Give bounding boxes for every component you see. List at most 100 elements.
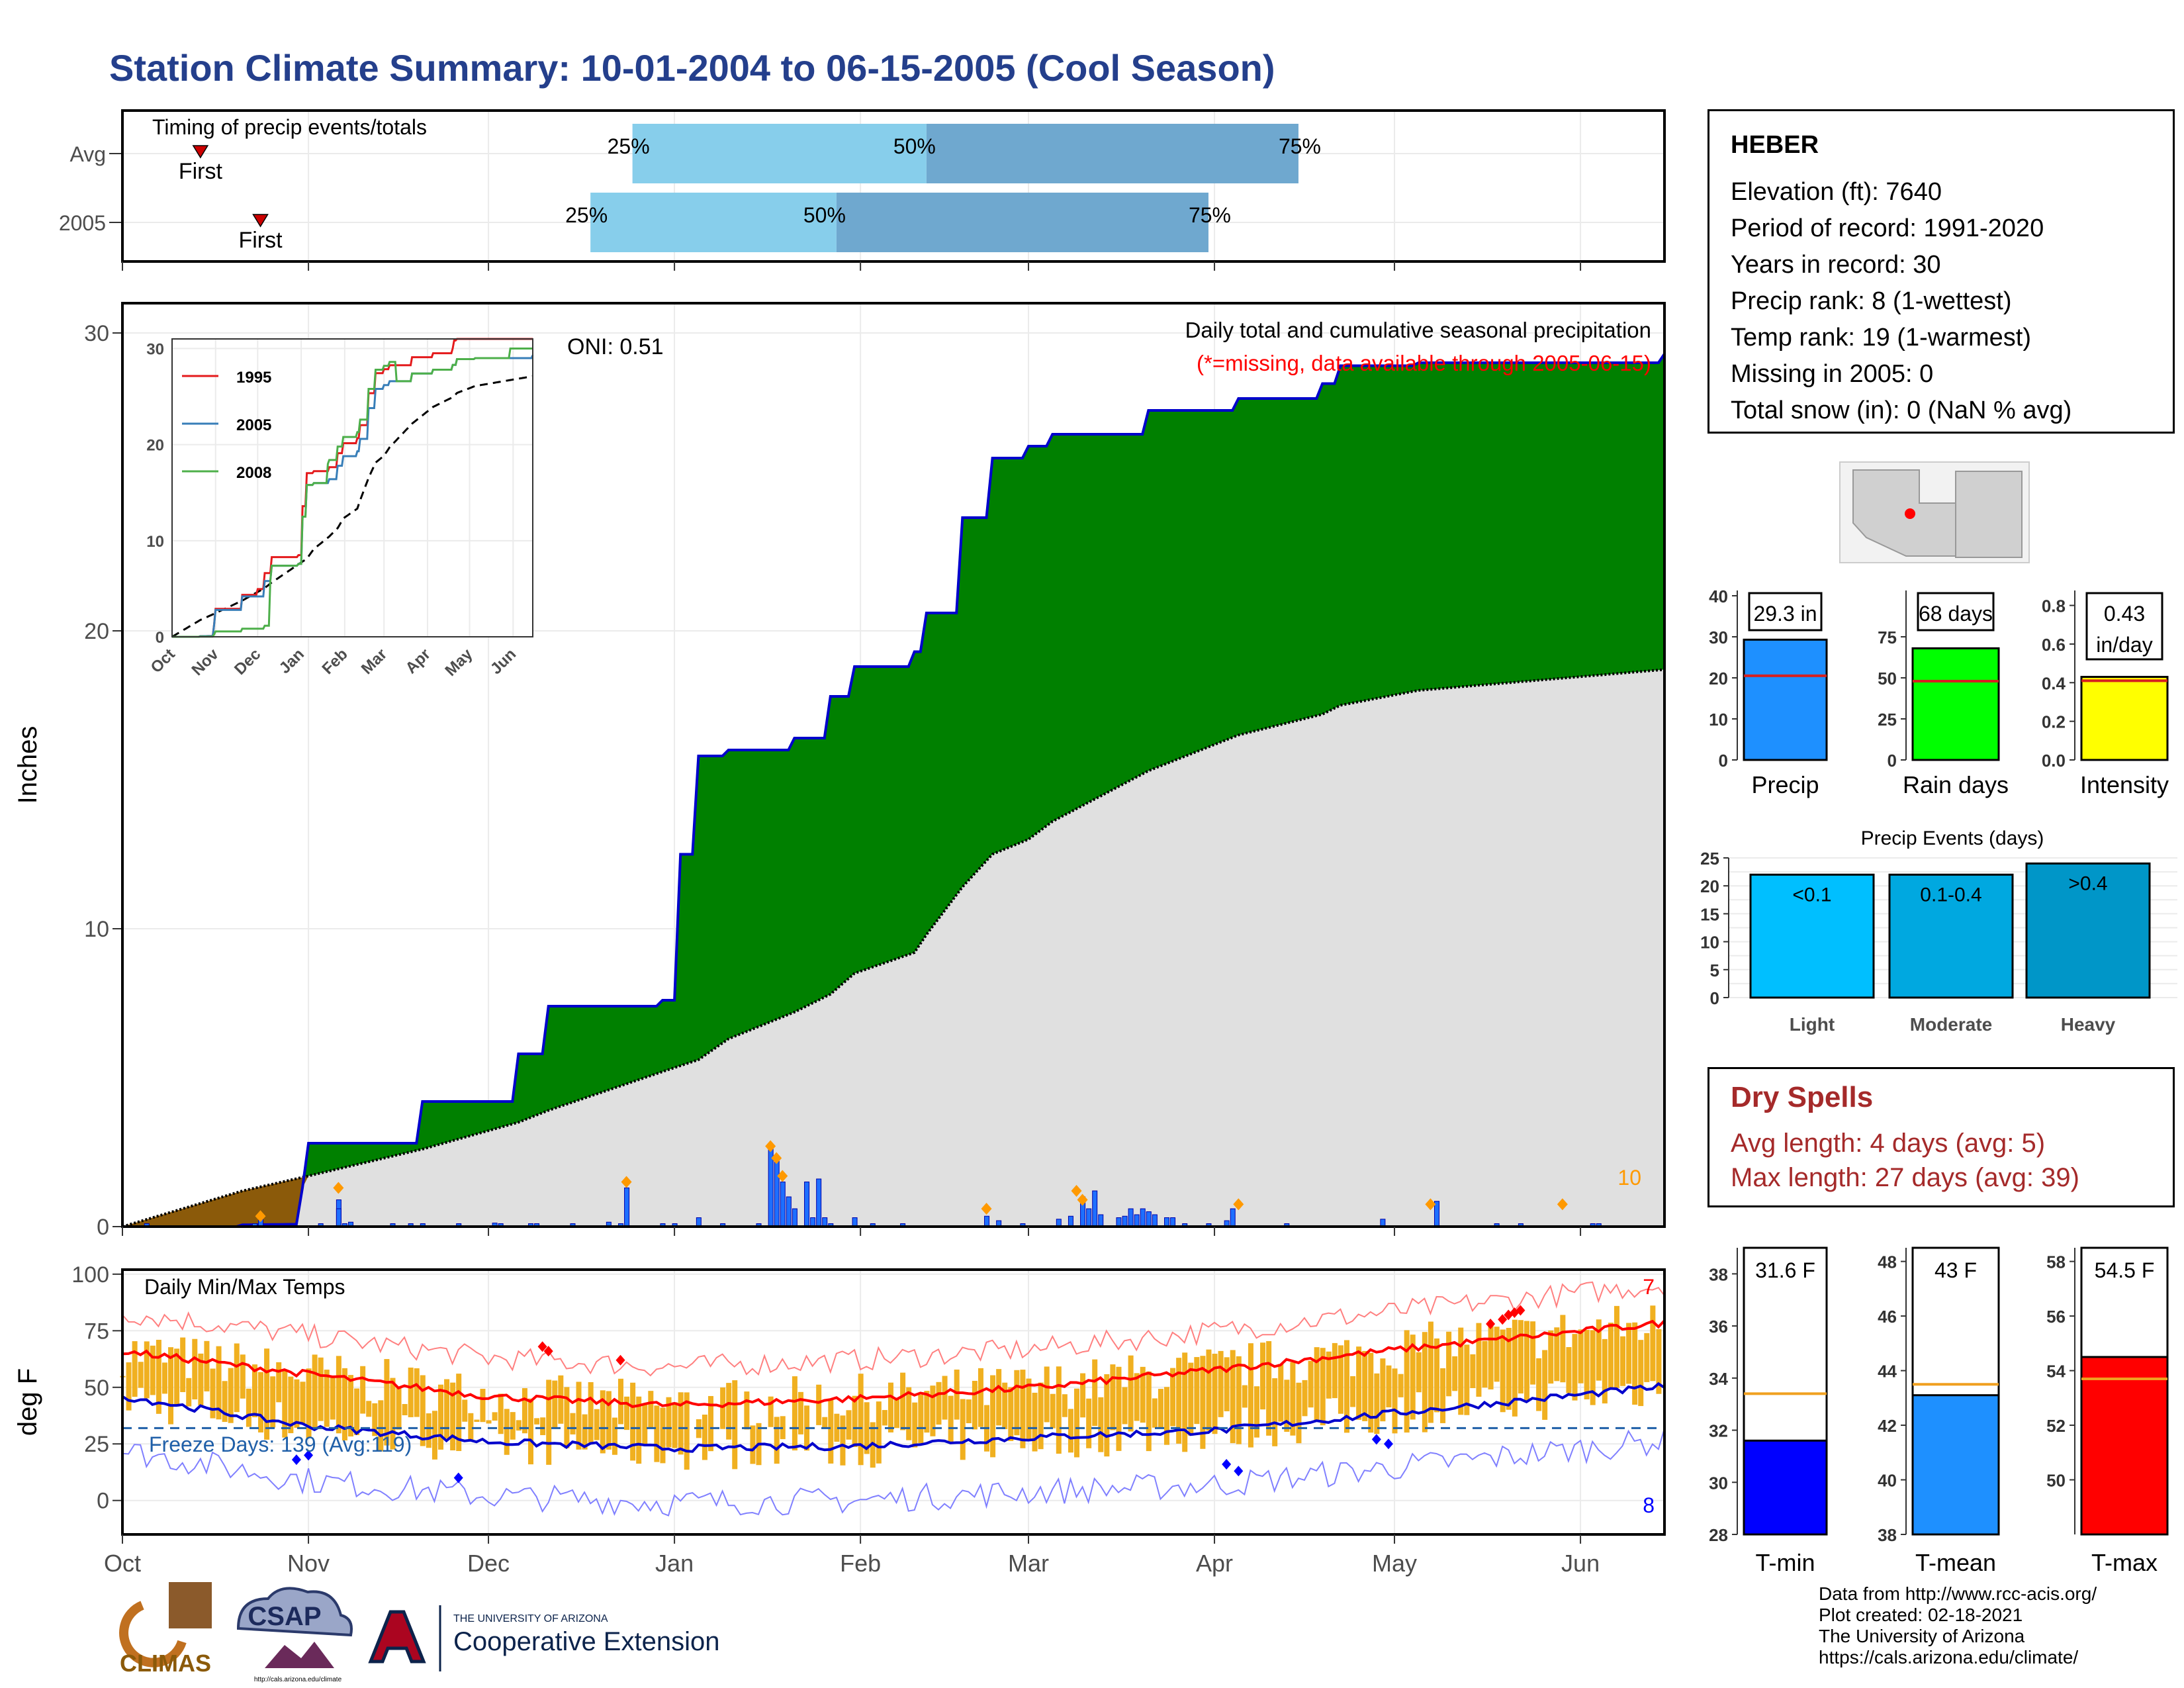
daily-temp-bar xyxy=(264,1348,270,1440)
station-info-box: HEBER Elevation (ft): 7640 Period of rec… xyxy=(1707,109,2175,434)
summary-tick-label: 30 xyxy=(1709,628,1728,647)
daily-temp-bar xyxy=(492,1412,498,1421)
precip-event-bar xyxy=(1749,873,1875,999)
daily-temp-bar xyxy=(522,1388,527,1434)
daily-temp-bar xyxy=(834,1413,840,1442)
daily-precip-bar xyxy=(1164,1217,1170,1227)
daily-temp-bar xyxy=(1068,1409,1073,1453)
ua-line1-text: THE UNIVERSITY OF ARIZONA xyxy=(453,1613,608,1624)
precip-flag-marker xyxy=(1557,1198,1568,1211)
daily-temp-bar xyxy=(1134,1373,1140,1421)
summary-value-box xyxy=(1917,592,1995,632)
summary-value-text: in/day xyxy=(2096,633,2152,657)
daily-temp-bar xyxy=(918,1394,924,1444)
daily-temp-bar xyxy=(216,1346,222,1420)
daily-temp-bar xyxy=(630,1382,636,1461)
daily-temp-bar xyxy=(1080,1373,1086,1418)
daily-temp-bar xyxy=(498,1393,504,1434)
temp-summary-tick-label: 40 xyxy=(1878,1471,1897,1491)
daily-temp-bar xyxy=(1194,1357,1200,1425)
daily-temp-bar xyxy=(210,1368,216,1419)
summary-tick-label: 25 xyxy=(1878,710,1897,729)
inset-series-line xyxy=(172,348,533,638)
daily-temp-bar xyxy=(1188,1362,1194,1436)
temp-summary-tick-label: 56 xyxy=(2046,1307,2066,1327)
credit-line: https://cals.arizona.edu/climate/ xyxy=(1819,1647,2079,1667)
daily-temp-bar xyxy=(1458,1327,1464,1415)
timing-panel-frame xyxy=(121,109,1666,263)
daily-temp-bar xyxy=(612,1417,617,1455)
daily-temp-bar xyxy=(1230,1350,1236,1444)
daily-precip-bar xyxy=(852,1217,858,1227)
daily-temp-bar xyxy=(1272,1378,1278,1446)
timing-q75-label: 75% xyxy=(1189,203,1231,227)
daily-temp-bar xyxy=(954,1369,960,1420)
daily-temp-bar xyxy=(1392,1368,1398,1434)
daily-temp-bar xyxy=(678,1392,684,1455)
daily-temp-bar xyxy=(1620,1336,1626,1386)
daily-temp-bar xyxy=(1152,1398,1158,1428)
daily-temp-bar xyxy=(504,1409,510,1455)
x-axis-month-label: May xyxy=(1372,1550,1417,1577)
daily-temp-bar xyxy=(414,1368,420,1417)
daily-temp-bar xyxy=(1464,1344,1470,1415)
timing-bar-early xyxy=(590,193,837,252)
freeze-days-text: Freeze Days: 139 (Avg:119) xyxy=(149,1432,412,1456)
daily-temp-bar xyxy=(480,1389,486,1423)
precip-panel-subtitle: (*=missing, data available through 2005-… xyxy=(1197,351,1651,375)
daily-temp-bar xyxy=(594,1409,600,1440)
daily-temp-bar xyxy=(750,1425,756,1464)
x-axis-month-label: Jan xyxy=(655,1550,694,1577)
daily-temp-bar xyxy=(1284,1380,1290,1432)
temp-y-tick-label: 25 xyxy=(84,1432,109,1457)
daily-temp-bar xyxy=(1008,1387,1014,1441)
daily-temp-bar xyxy=(1242,1385,1248,1408)
daily-temp-bar xyxy=(1260,1342,1266,1410)
daily-temp-bar xyxy=(1182,1352,1188,1452)
daily-temp-bar xyxy=(324,1370,330,1427)
record-low-marker xyxy=(1371,1434,1381,1445)
precip-events-tick-label: 10 xyxy=(1700,933,1719,953)
daily-temp-bar xyxy=(1044,1366,1050,1423)
timing-q25-label: 25% xyxy=(565,203,608,227)
daily-precip-bar xyxy=(1134,1214,1140,1227)
daily-temp-bar xyxy=(636,1396,642,1464)
daily-temp-bar xyxy=(1343,1340,1349,1433)
daily-temp-bar xyxy=(726,1383,732,1440)
summary-tick-label: 0.8 xyxy=(2042,596,2066,616)
x-axis-month-label: Mar xyxy=(1008,1550,1049,1577)
inset-bg xyxy=(172,339,533,637)
daily-temp-bar xyxy=(887,1382,893,1432)
daily-temp-bar xyxy=(156,1339,161,1414)
daily-temp-bar xyxy=(1128,1355,1134,1432)
daily-precip-bar xyxy=(336,1208,341,1227)
temp-panel-label: Daily Min/Max Temps xyxy=(144,1275,345,1299)
daily-temp-bar xyxy=(840,1415,846,1466)
precip-event-range: 0.1-0.4 xyxy=(1920,884,1981,906)
station-elevation: Elevation (ft): 7640 xyxy=(1731,178,1942,206)
daily-temp-bar xyxy=(564,1387,570,1448)
daily-temp-bar xyxy=(1404,1330,1410,1433)
daily-precip-bar xyxy=(1140,1208,1146,1227)
daily-temp-bar xyxy=(1452,1356,1458,1391)
summary-value-text: 68 days xyxy=(1919,602,1993,626)
daily-temp-bar xyxy=(1524,1321,1529,1402)
credit-line: Plot created: 02-18-2021 xyxy=(1819,1605,2023,1625)
precip-flag-marker xyxy=(981,1203,992,1215)
precip-event-label: Moderate xyxy=(1910,1014,1992,1035)
summary-bar xyxy=(2080,676,2169,761)
daily-temp-bar xyxy=(978,1368,983,1427)
daily-temp-bar xyxy=(570,1413,576,1434)
daily-temp-bar xyxy=(1098,1397,1104,1452)
record-low-marker xyxy=(453,1472,463,1483)
temp-y-axis-title: deg F xyxy=(13,1368,42,1436)
daily-precip-bar xyxy=(780,1182,786,1227)
daily-temp-bar xyxy=(1176,1358,1182,1444)
inset-y-tick-label: 20 xyxy=(146,437,164,455)
temp-summary-bar xyxy=(2080,1356,2169,1536)
daily-temp-bar xyxy=(354,1388,360,1435)
daily-precip-bar xyxy=(1170,1217,1176,1227)
temp-summary-tick-label: 34 xyxy=(1709,1369,1728,1389)
daily-temp-bar xyxy=(306,1368,312,1438)
daily-temp-bar xyxy=(282,1370,288,1438)
